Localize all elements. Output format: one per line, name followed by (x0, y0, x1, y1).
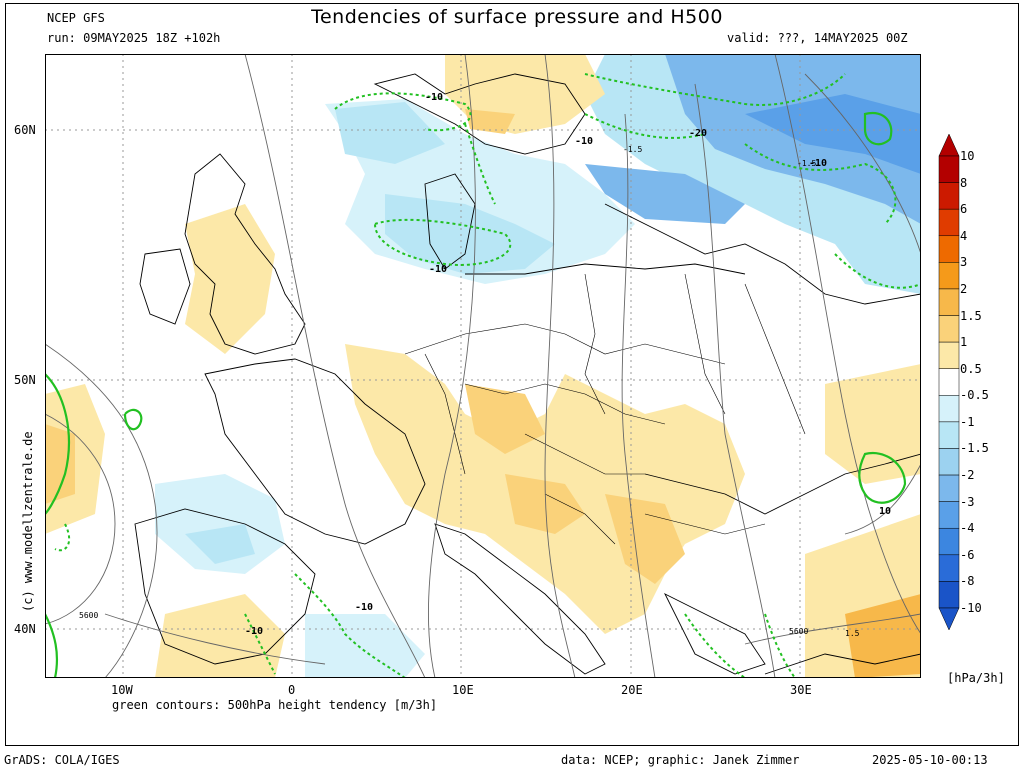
model-source: NCEP GFS (47, 11, 105, 25)
colorbar-tick-label: 1.5 (960, 308, 982, 323)
lon-label-10e: 10E (452, 683, 474, 697)
colorbar-tick-label: 3 (960, 255, 968, 270)
coastlines (134, 73, 921, 675)
contour-label: 10 (879, 506, 891, 517)
run-info: run: 09MAY2025 18Z +102h (47, 31, 221, 45)
watermark-credit: (c) www.modellzentrale.de (21, 431, 35, 612)
data-credit: data: NCEP; graphic: Janek Zimmer (561, 753, 800, 767)
figure-frame (5, 3, 1019, 746)
colorbar-tick-label: -1.5 (960, 441, 989, 456)
colorbar-top-arrow (938, 134, 960, 157)
contour-label: -1.5 (797, 159, 816, 168)
contour-label: -10 (355, 602, 373, 613)
colorbar-tick-label: 4 (960, 228, 968, 243)
colorbar-tick-label: -10 (960, 601, 982, 615)
colorbar-tick-label: -6 (960, 547, 975, 562)
weather-map: -10 -10 -10 -20 -10 -10 -10 10 -1.5 -1.5… (45, 54, 921, 678)
colorbar-cell (938, 448, 960, 476)
colorbar-tick-label: 6 (960, 202, 968, 217)
colorbar-tick-label: -2 (960, 468, 975, 483)
colorbar-cell (938, 581, 960, 609)
colorbar-tick-label: -0.5 (960, 388, 989, 403)
colorbar-cell (938, 341, 960, 369)
colorbar-tick-label: 10 (960, 149, 975, 163)
colorbar-cell (938, 368, 960, 396)
isobar-labels: -1.5 -1.5 1.5 5600 5600 (79, 145, 860, 638)
contour-label: 1.5 (845, 629, 860, 638)
colorbar-cell (938, 155, 960, 183)
lat-label-40n: 40N (14, 622, 36, 636)
height-tendency-contours (54, 73, 921, 678)
colorbar-cell (938, 474, 960, 502)
lat-label-60n: 60N (14, 123, 36, 137)
colorbar-tick-label: 0.5 (960, 361, 982, 376)
height-tendency-positive (45, 111, 907, 678)
colorbar-cell (938, 527, 960, 556)
map-border (45, 54, 921, 678)
colorbar-tick-label: -4 (960, 521, 975, 536)
isobar-lines (45, 54, 921, 678)
colorbar-bottom-arrow (938, 607, 960, 630)
lat-label-50n: 50N (14, 373, 36, 387)
contour-label: 5600 (789, 627, 808, 636)
colorbar-cell (938, 182, 960, 210)
map-title: Tendencies of surface pressure and H500 (311, 6, 723, 28)
lon-label-30e: 30E (790, 683, 812, 697)
colorbar-cell (938, 235, 960, 263)
valid-time: valid: ???, 14MAY2025 00Z (727, 31, 908, 45)
colorbar-tick-label: -1 (960, 414, 975, 429)
contour-label: -10 (429, 264, 447, 275)
contour-label: -10 (425, 92, 443, 103)
contour-label: 5600 (79, 611, 98, 620)
contour-label: -10 (575, 136, 593, 147)
lon-label-10w: 10W (111, 683, 133, 697)
colorbar-tick-label: 1 (960, 335, 968, 350)
colorbar-cell (938, 395, 960, 423)
colorbar-tick-label: -3 (960, 494, 975, 509)
colorbar-cell (938, 262, 960, 290)
contour-label: -1.5 (623, 145, 642, 154)
colorbar-tick-label: 2 (960, 281, 968, 296)
contour-label: -10 (245, 626, 263, 637)
lat-lon-grid (45, 54, 921, 678)
colorbar (938, 134, 960, 630)
legend-note: green contours: 500hPa height tendency [… (112, 698, 438, 712)
pressure-tendency-shading (45, 54, 921, 678)
contour-label: -20 (689, 128, 707, 139)
colorbar-tick-label: 8 (960, 175, 968, 190)
colorbar-cell (938, 554, 960, 582)
colorbar-unit: [hPa/3h] (947, 671, 1005, 685)
lon-label-0: 0 (288, 683, 296, 697)
colorbar-cell (938, 288, 960, 316)
colorbar-cell (938, 421, 960, 449)
colorbar-cell (938, 208, 960, 237)
contour-label: -10 (809, 158, 827, 169)
lon-label-20e: 20E (621, 683, 643, 697)
colorbar-tick-label: -8 (960, 574, 975, 589)
colorbar-cells (938, 134, 960, 630)
grads-credit: GrADS: COLA/IGES (4, 753, 120, 767)
contour-labels: -10 -10 -10 -20 -10 -10 -10 10 (245, 92, 891, 637)
colorbar-cell (938, 501, 960, 529)
colorbar-cell (938, 315, 960, 343)
timestamp: 2025-05-10-00:13 (872, 753, 988, 767)
